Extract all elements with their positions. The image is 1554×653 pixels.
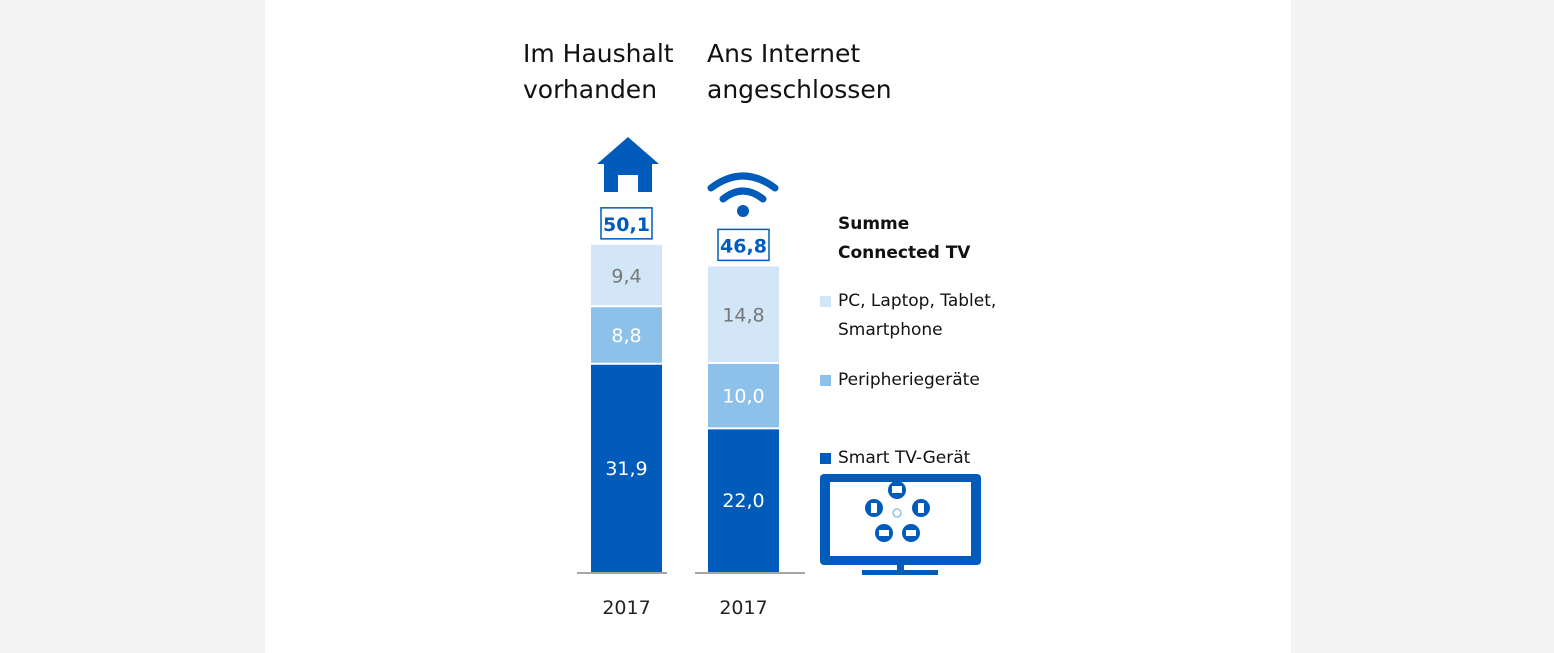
total-box: [717, 228, 770, 262]
legend-swatch-pc: [820, 296, 831, 307]
category-label: 2017: [602, 597, 650, 619]
total-box: [600, 207, 653, 240]
legend-label-smart-tv: Smart TV-Gerät: [838, 448, 971, 468]
legend-swatch-peripherie: [820, 375, 831, 386]
data-label: 14,8: [722, 305, 764, 327]
legend-title: Summe Connected TV: [838, 214, 971, 263]
data-label: 31,9: [605, 458, 647, 480]
data-label: 9,4: [611, 266, 641, 288]
total-label: 50,1: [603, 214, 650, 236]
data-label: 22,0: [722, 490, 764, 512]
bar-segment: [591, 244, 662, 307]
bar-segment: [708, 428, 779, 572]
legend-swatch-smart-tv: [820, 453, 831, 464]
total-label: 46,8: [720, 235, 767, 257]
legend-label-pc: PC, Laptop, Tablet, Smartphone: [838, 291, 997, 340]
group-title-internet: Ans Internet angeschlossen: [707, 39, 892, 104]
house-icon: [597, 137, 659, 192]
data-label: 10,0: [722, 386, 764, 408]
bar-segment: [591, 363, 662, 572]
category-label: 2017: [719, 597, 767, 619]
wifi-icon: [707, 172, 779, 217]
legend-label-peripherie: Peripheriegeräte: [838, 370, 980, 390]
tv-devices-icon: [820, 474, 981, 575]
data-label: 8,8: [611, 325, 641, 347]
bar-segment: [708, 266, 779, 364]
bar-segment: [591, 306, 662, 364]
bar-segment: [708, 363, 779, 429]
group-title-household: Im Haushalt vorhanden: [523, 39, 674, 104]
